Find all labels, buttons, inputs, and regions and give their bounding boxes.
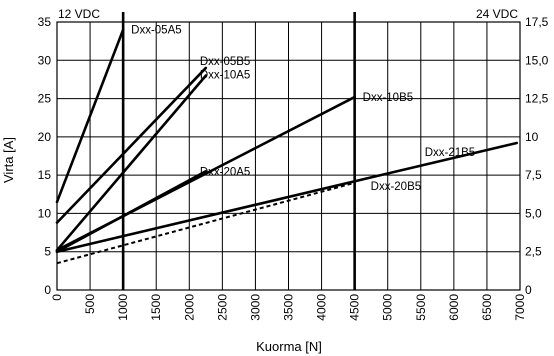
series-labels: Dxx-05A5 Dxx-05B5 Dxx-10A5 Dxx-10B5 Dxx-20A5…	[131, 25, 475, 193]
series-label: Dxx-21B5	[425, 147, 476, 159]
series-label: Dxx-05B5	[200, 56, 251, 68]
x-tick-label: 1000	[116, 294, 130, 321]
x-tick-label: 4000	[315, 294, 329, 321]
x-tick-label: 7000	[513, 294, 527, 321]
y-tick-label-left: 35	[38, 15, 52, 29]
x-tick-label: 4500	[348, 294, 362, 321]
y-tick-label-right: 17,5	[525, 15, 549, 29]
y-tick-label-right: 5,0	[525, 206, 542, 220]
x-tick-label: 6000	[447, 294, 461, 321]
y-tick-label-right: 7,5	[525, 168, 542, 182]
x-tick-label: 0	[50, 294, 64, 301]
series-line-dxx-10a5	[55, 74, 208, 252]
y-tick-label-left: 5	[44, 245, 51, 259]
x-tick-label: 5000	[381, 294, 395, 321]
y-tick-label-left: 25	[38, 92, 52, 106]
left-axis-unit-label: 12 VDC	[58, 7, 100, 21]
x-tick-label: 2500	[215, 294, 229, 321]
series-lines	[55, 28, 518, 265]
series-line-dxx-05b5	[55, 66, 208, 224]
x-tick-label: 1500	[149, 294, 163, 321]
series-label: Dxx-10B5	[363, 92, 414, 104]
y-tick-label-left: 0	[44, 283, 51, 297]
series-label: Dxx-05A5	[131, 25, 182, 37]
series-line-dxx-21b5	[55, 141, 518, 254]
x-tick-label: 5500	[414, 294, 428, 321]
x-tick-label: 2000	[182, 294, 196, 321]
tick-labels: 0 500 1000 1500 2000 2500 3000 3500 4000 4500 5000…	[38, 15, 549, 321]
series-line-dxx-20a5	[55, 170, 208, 254]
y-tick-label-right: 10	[525, 130, 539, 144]
y-tick-label-right: 2,5	[525, 245, 542, 259]
x-tick-label: 3000	[248, 294, 262, 321]
series-label: Dxx-20A5	[200, 166, 251, 178]
y-tick-label-right: 0	[525, 283, 532, 297]
y-axis-title: Virta [A]	[1, 137, 16, 183]
y-tick-label-left: 15	[38, 168, 52, 182]
x-tick-label: 3500	[282, 294, 296, 321]
series-line-dxx-05a5	[55, 28, 125, 204]
y-tick-label-left: 20	[38, 130, 52, 144]
x-tick-label: 6500	[480, 294, 494, 321]
right-axis-unit-label: 24 VDC	[476, 7, 518, 21]
series-label: Dxx-10A5	[200, 70, 251, 82]
series-label: Dxx-20B5	[371, 181, 422, 193]
y-tick-label-left: 30	[38, 53, 52, 67]
y-tick-label-left: 10	[38, 206, 52, 220]
plot-frame	[56, 21, 521, 291]
y-tick-label-right: 15,0	[525, 53, 549, 67]
x-axis-title: Kuorma [N]	[256, 339, 322, 354]
x-tick-label: 500	[83, 294, 97, 314]
y-tick-label-right: 12,5	[525, 92, 549, 106]
series-line-dxx-20b5	[56, 181, 355, 265]
